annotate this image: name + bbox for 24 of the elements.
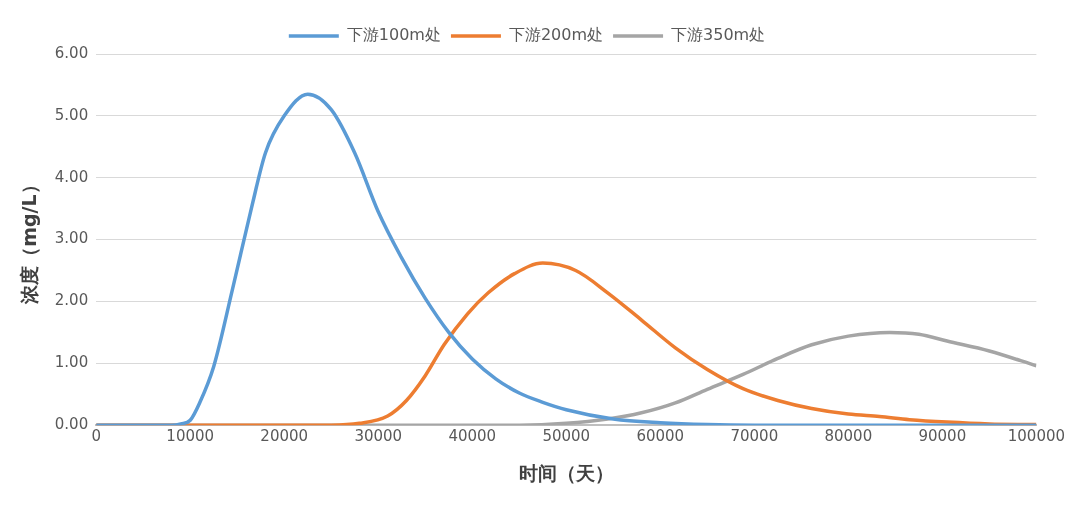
- y-tick-label: 3.00: [54, 229, 89, 248]
- y-axis-title: 浓度（mg/L）: [18, 175, 41, 305]
- y-tick-label: 6.00: [54, 43, 89, 62]
- line-series: [96, 92, 1037, 426]
- x-tick-label: 30000: [354, 427, 403, 446]
- y-tick-label: 0.00: [54, 415, 89, 434]
- x-tick-label: 70000: [730, 427, 779, 446]
- x-tick-label: 90000: [918, 427, 967, 446]
- y-tick-label: 1.00: [54, 353, 89, 372]
- x-tick-label: 80000: [824, 427, 873, 446]
- y-tick-label: 5.00: [54, 105, 89, 124]
- x-tick-label: 10000: [166, 427, 215, 446]
- x-tick-label: 100000: [1007, 427, 1065, 446]
- legend-label: 下游200m处: [508, 25, 604, 45]
- y-tick-label: 2.00: [54, 291, 89, 310]
- legend-label: 下游350m处: [671, 25, 766, 45]
- x-tick-label: 20000: [260, 427, 309, 446]
- legend-label: 下游100m处: [346, 25, 441, 45]
- x-tick-label: 60000: [636, 427, 685, 446]
- x-tick-label: 0: [91, 427, 101, 446]
- x-tick-label: 40000: [448, 427, 497, 446]
- x-tick-label: 50000: [542, 427, 591, 446]
- y-tick-label: 4.00: [54, 167, 89, 186]
- x-axis-title: 时间（天）: [518, 461, 614, 484]
